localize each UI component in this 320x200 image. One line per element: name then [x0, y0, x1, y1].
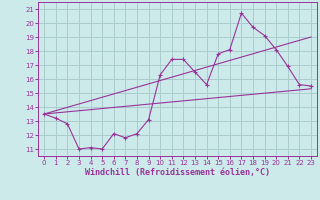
X-axis label: Windchill (Refroidissement éolien,°C): Windchill (Refroidissement éolien,°C): [85, 168, 270, 177]
